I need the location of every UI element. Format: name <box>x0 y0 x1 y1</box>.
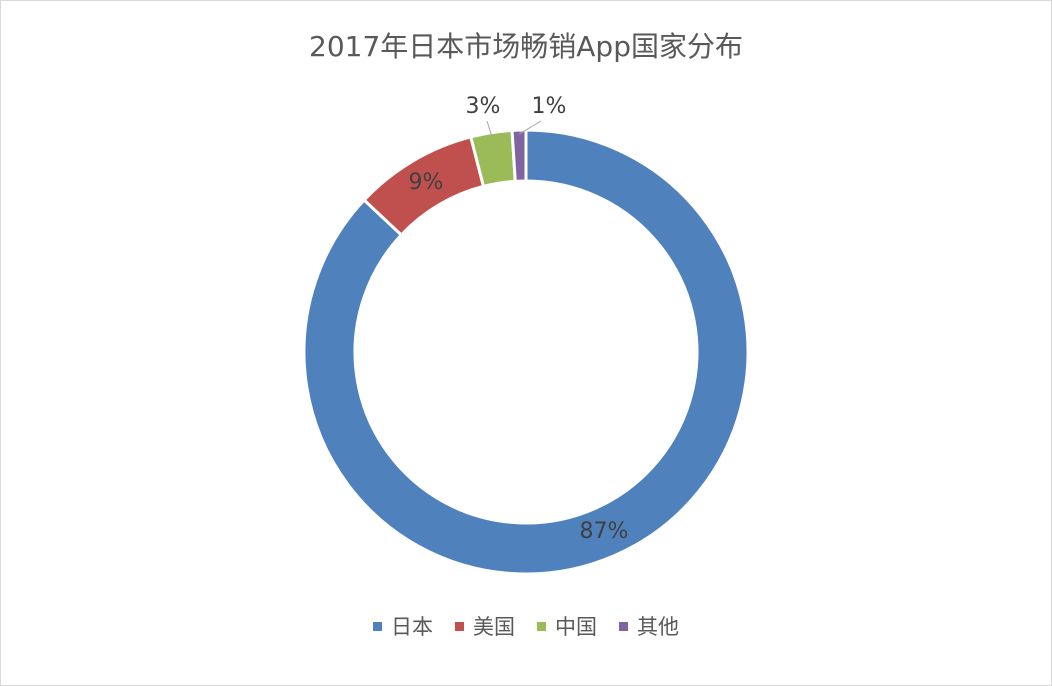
chart-title: 2017年日本市场畅销App国家分布 <box>309 30 743 63</box>
legend-label-2: 中国 <box>555 615 597 639</box>
legend-swatch-2 <box>537 621 546 631</box>
leader-line-3 <box>518 120 542 135</box>
legend-item-1: 美国 <box>455 611 515 641</box>
legend-item-0: 日本 <box>373 611 433 641</box>
data-label-2: 3% <box>466 94 501 119</box>
leader-line-2 <box>486 120 493 137</box>
data-label-0: 87% <box>580 519 629 544</box>
legend-swatch-3 <box>619 621 628 631</box>
chart-legend: 日本 美国 中国 其他 <box>1 611 1051 641</box>
legend-label-0: 日本 <box>391 615 433 639</box>
legend-label-3: 其他 <box>637 615 679 639</box>
data-label-3: 1% <box>532 94 567 119</box>
legend-item-2: 中国 <box>537 611 597 641</box>
legend-item-3: 其他 <box>619 611 679 641</box>
legend-swatch-1 <box>455 621 464 631</box>
legend-swatch-0 <box>373 621 382 631</box>
legend-label-1: 美国 <box>473 615 515 639</box>
slice-0 <box>302 128 750 576</box>
data-label-1: 9% <box>409 170 444 195</box>
slice-3 <box>510 128 528 183</box>
